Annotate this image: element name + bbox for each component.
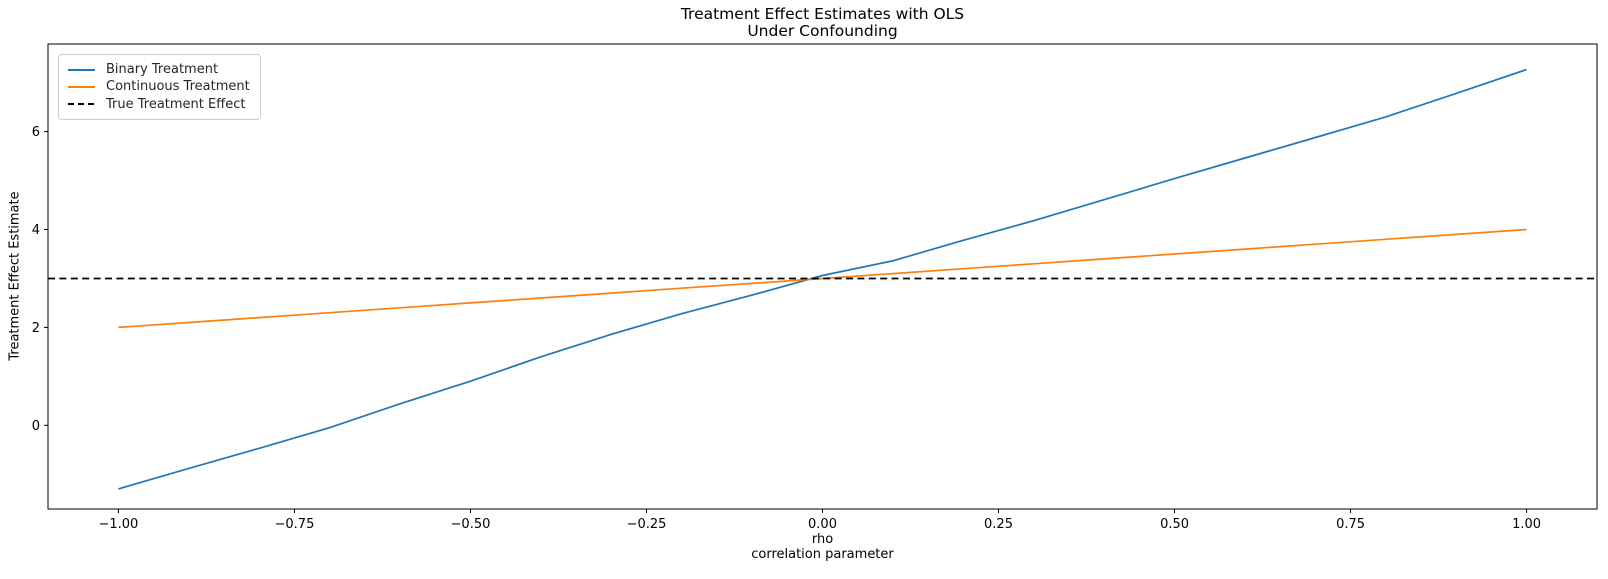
x-axis-label: rho correlation parameter [48, 532, 1597, 562]
series-line-continuous-treatment [118, 228, 1527, 329]
x-tick-label: 0.50 [1160, 517, 1189, 532]
y-tick-label: 0 [32, 419, 40, 434]
x-tick-label: −0.50 [451, 517, 491, 532]
x-tick-label: −0.75 [275, 517, 315, 532]
y-tick-label: 6 [32, 125, 40, 140]
chart-title: Treatment Effect Estimates with OLS Unde… [48, 6, 1597, 40]
legend-label: True Treatment Effect [106, 96, 246, 112]
legend-line-sample-icon [68, 85, 95, 88]
axes-spines [47, 43, 1598, 510]
x-tick-label: 1.00 [1512, 517, 1541, 532]
legend-line-sample-icon [68, 103, 95, 106]
chart-title-line1: Treatment Effect Estimates with OLS [680, 5, 965, 23]
y-tick-label: 2 [32, 321, 40, 336]
series-line-binary-treatment [118, 68, 1527, 490]
x-tick-label: 0.25 [984, 517, 1013, 532]
chart-title-line2: Under Confounding [747, 22, 898, 40]
x-tick-label: −1.00 [98, 517, 138, 532]
legend-line-sample-icon [68, 68, 95, 71]
legend: Binary Treatment Continuous Treatment Tr… [58, 54, 261, 120]
legend-entry-continuous-treatment: Continuous Treatment [68, 78, 250, 95]
y-axis-label: Treatment Effect Estimate [7, 191, 23, 361]
legend-entry-binary-treatment: Binary Treatment [68, 61, 250, 78]
legend-label: Binary Treatment [106, 62, 219, 78]
legend-label: Continuous Treatment [106, 79, 250, 95]
x-tick-label: 0.75 [1336, 517, 1365, 532]
x-tick-label: −0.25 [627, 517, 667, 532]
y-tick-label: 4 [32, 223, 40, 238]
x-axis-label-line1: rho [811, 532, 834, 547]
legend-entry-true-treatment-effect: True Treatment Effect [68, 96, 250, 113]
x-axis-label-line2: correlation parameter [751, 547, 894, 562]
x-tick-label: 0.00 [808, 517, 837, 532]
